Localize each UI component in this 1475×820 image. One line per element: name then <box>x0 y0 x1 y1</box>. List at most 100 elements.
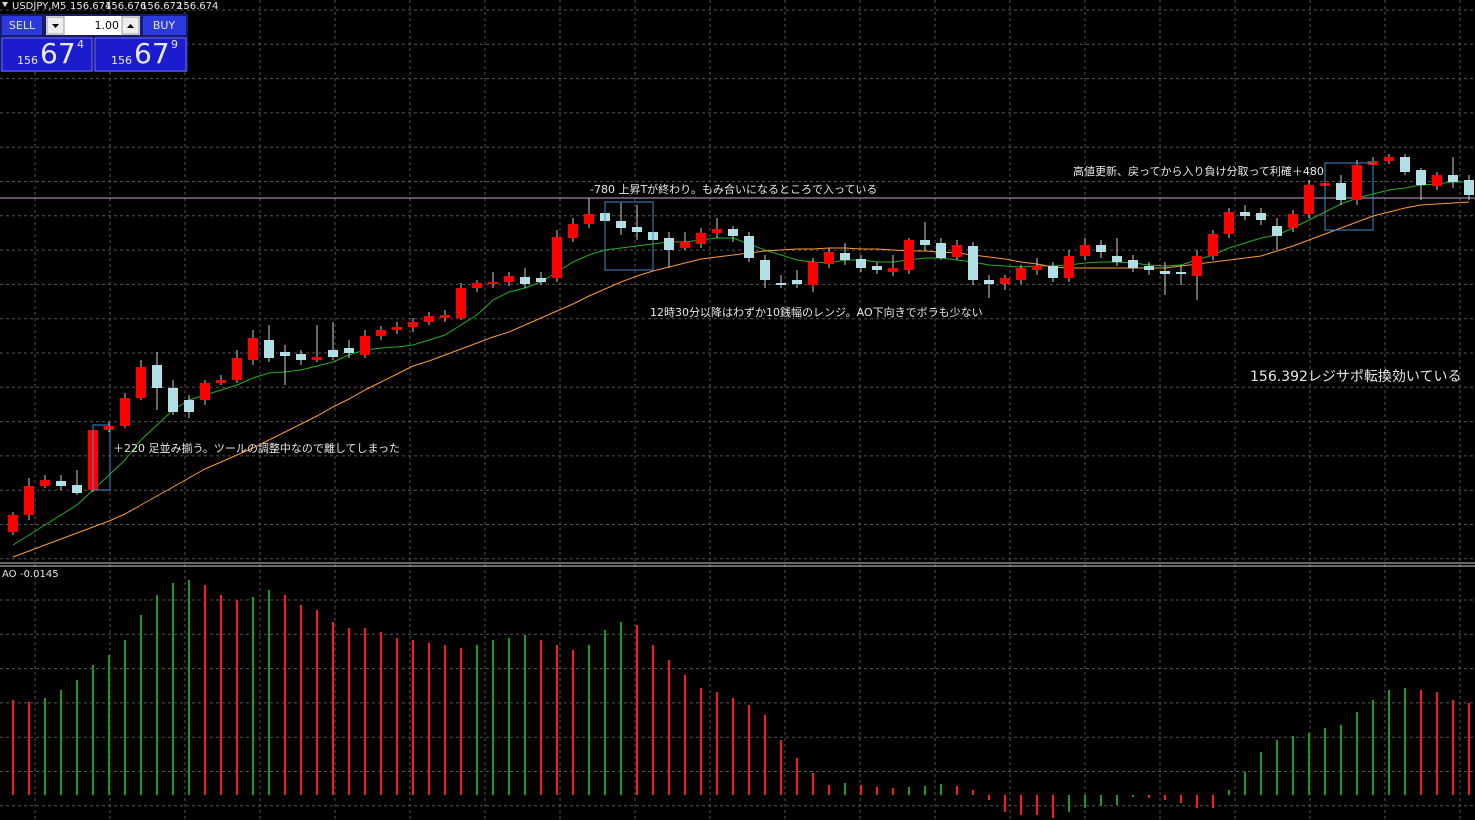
candle-body <box>264 340 274 358</box>
annotation: -780 上昇Tが終わり。もみ合いになるところで入っている <box>590 182 877 196</box>
down-arrow <box>52 24 59 28</box>
candle-body <box>1400 157 1410 172</box>
candle-body <box>328 350 338 357</box>
candle-body <box>168 388 178 412</box>
trade-panel: SELL 1.00 BUY 156 67 4 156 67 9 <box>0 14 188 72</box>
up-arrow <box>127 24 134 28</box>
candle-body <box>120 398 130 426</box>
candle-body <box>1160 271 1170 274</box>
candle-body <box>920 240 930 245</box>
candle-body <box>408 322 418 327</box>
candle-body <box>1256 213 1266 220</box>
sell-price-box[interactable] <box>1 37 93 72</box>
annotation: ＋220 足並み揃う。ツールの調整中なので離してしまった <box>113 441 400 455</box>
ao-plot <box>12 580 1470 818</box>
candle-body <box>1240 212 1250 216</box>
candle-body <box>40 480 50 486</box>
big-figure: 156 <box>17 54 38 67</box>
candle-body <box>1336 183 1346 200</box>
buy-button[interactable] <box>143 16 186 35</box>
candle-body <box>344 348 354 353</box>
candle-body <box>72 485 82 493</box>
buy-label: BUY <box>153 19 176 32</box>
point: 4 <box>77 38 84 51</box>
candle-body <box>1112 256 1122 262</box>
candle-body <box>1272 226 1282 236</box>
candle-body <box>856 259 866 268</box>
candle-body <box>1176 272 1186 274</box>
candle-body <box>696 233 706 244</box>
price-close: 156.674 <box>177 1 218 12</box>
candle-body <box>776 283 786 285</box>
candle-body <box>1416 170 1426 185</box>
candle-body <box>1144 266 1154 270</box>
annotation: 高値更新、戻ってから入り負け分取って利確＋480 <box>1073 164 1324 178</box>
candle-body <box>808 262 818 285</box>
sell-button[interactable] <box>2 16 42 35</box>
candle-body <box>1432 175 1442 186</box>
candle-body <box>760 260 770 280</box>
candle-body <box>952 245 962 257</box>
candle-body <box>728 229 738 236</box>
candle-body <box>568 224 578 238</box>
candle-body <box>1064 256 1074 278</box>
candle-body <box>872 266 882 270</box>
candle-body <box>360 336 370 355</box>
candle-body <box>984 280 994 284</box>
lots-input[interactable] <box>46 16 140 35</box>
moving-average <box>12 181 1469 546</box>
candle-body <box>936 243 946 258</box>
collapse-icon[interactable] <box>2 2 8 7</box>
candle-body <box>312 357 322 360</box>
candle-body <box>520 277 530 284</box>
buy-price-box[interactable] <box>94 37 187 72</box>
lots-value: 1.00 <box>95 19 120 32</box>
candle-body <box>232 358 242 380</box>
candle-body <box>504 276 514 282</box>
candle-body <box>440 315 450 318</box>
indicator-value: -0.0145 <box>20 569 59 580</box>
candle-body <box>1048 266 1058 278</box>
candle-body <box>216 380 226 383</box>
candle-body <box>968 246 978 280</box>
candle-body <box>1464 180 1474 195</box>
moving-average <box>12 201 1470 558</box>
candle-body <box>616 221 626 228</box>
sell-label: SELL <box>9 19 36 32</box>
symbol: USDJPY,M5 <box>12 1 66 12</box>
range-box <box>604 201 654 271</box>
candle-body <box>1384 157 1394 161</box>
pips: 67 <box>134 37 170 70</box>
candle-body <box>1448 175 1458 182</box>
candle-body <box>456 288 466 318</box>
candle-body <box>536 278 546 282</box>
candle-body <box>8 515 18 532</box>
candle-body <box>1192 256 1202 276</box>
candle-body <box>488 282 498 284</box>
candle-body <box>1288 214 1298 228</box>
indicator-name: AO <box>2 569 17 580</box>
candle-body <box>824 252 834 264</box>
range-box <box>1324 162 1374 231</box>
candle-body <box>888 268 898 272</box>
candle-body <box>904 240 914 270</box>
candle-body <box>376 330 386 336</box>
point: 9 <box>171 38 178 51</box>
candle-body <box>1000 278 1010 284</box>
annotation: 156.392レジサポ転換効いている <box>1250 369 1461 385</box>
annotation: 12時30分以降はわずか10銭幅のレンジ。AO下向きでボラも少ない <box>650 305 983 319</box>
candle-body <box>472 283 482 288</box>
candle-body <box>1016 268 1026 280</box>
candle-body <box>152 365 162 388</box>
candle-body <box>552 237 562 278</box>
price-low: 156.672 <box>141 1 182 12</box>
candle-body <box>296 354 306 360</box>
candle-body <box>680 242 690 248</box>
candle-body <box>712 229 722 233</box>
candle-body <box>792 280 802 284</box>
candle-body <box>664 238 674 250</box>
candle-body <box>1096 245 1106 252</box>
price-open: 156.674 <box>70 1 111 12</box>
